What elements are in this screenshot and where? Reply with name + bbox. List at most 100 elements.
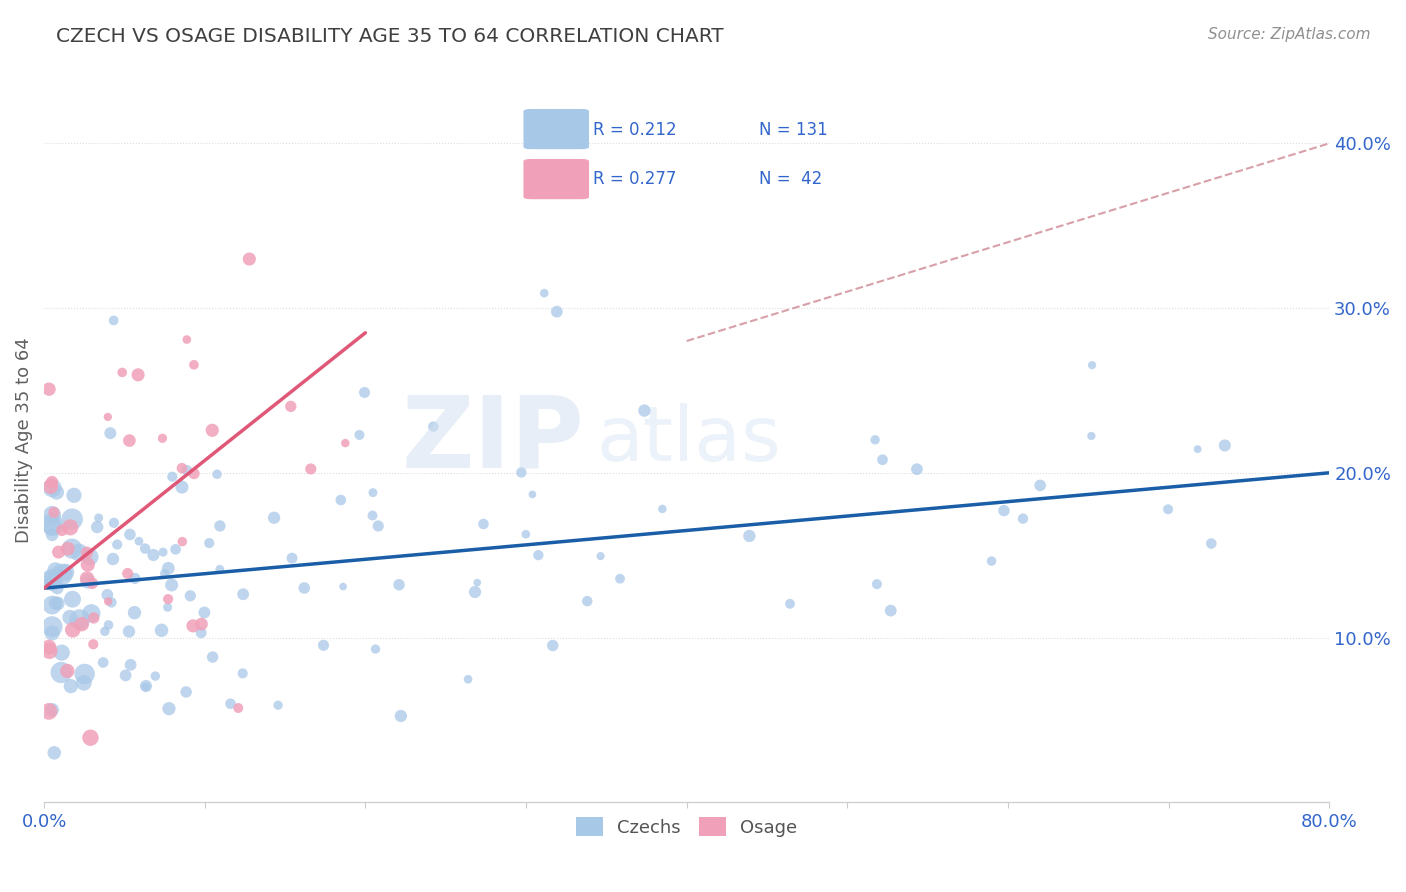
Point	[335, 436, 357, 450]
Point	[143, 669, 166, 683]
Point	[238, 252, 260, 266]
Point	[94, 624, 117, 639]
Point	[208, 519, 231, 533]
Point	[232, 587, 254, 601]
Point	[176, 463, 198, 477]
Point	[134, 541, 156, 556]
Point	[41, 575, 63, 590]
Point	[1081, 358, 1104, 372]
Point	[738, 529, 761, 543]
Point	[267, 698, 290, 713]
Point	[205, 467, 228, 482]
Point	[181, 619, 204, 633]
Point	[56, 541, 79, 556]
Point	[76, 574, 98, 589]
Point	[226, 701, 249, 715]
Point	[103, 516, 125, 530]
Point	[79, 549, 101, 564]
Point	[872, 452, 894, 467]
Point	[51, 646, 73, 660]
Point	[59, 679, 82, 693]
Point	[118, 527, 141, 541]
Text: atlas: atlas	[596, 403, 782, 477]
Point	[120, 657, 142, 672]
Point	[993, 503, 1015, 517]
Point	[55, 566, 77, 580]
Point	[82, 576, 104, 591]
Point	[114, 668, 136, 682]
Point	[183, 467, 205, 481]
Point	[546, 304, 568, 318]
Point	[651, 502, 673, 516]
Point	[97, 618, 120, 632]
Point	[176, 333, 198, 347]
Point	[100, 595, 122, 609]
Point	[46, 596, 69, 610]
Point	[349, 428, 371, 442]
Point	[201, 650, 224, 665]
Y-axis label: Disability Age 35 to 64: Disability Age 35 to 64	[15, 337, 32, 542]
Point	[980, 554, 1002, 568]
Point	[41, 516, 63, 531]
Point	[329, 493, 352, 508]
Point	[41, 572, 63, 586]
Point	[779, 597, 801, 611]
Point	[633, 403, 655, 417]
Point	[465, 575, 488, 590]
Point	[98, 426, 121, 441]
Point	[38, 644, 60, 658]
Point	[201, 423, 224, 437]
Point	[232, 666, 254, 681]
Point	[165, 542, 187, 557]
Point	[127, 368, 149, 382]
Point	[51, 567, 73, 582]
Point	[541, 639, 564, 653]
Point	[863, 433, 886, 447]
Point	[101, 552, 124, 566]
Point	[44, 746, 66, 760]
Point	[56, 664, 79, 678]
Point	[533, 286, 555, 301]
Point	[153, 566, 176, 581]
Point	[45, 485, 67, 500]
Point	[69, 612, 91, 626]
Point	[152, 431, 174, 445]
Point	[117, 566, 139, 581]
Point	[42, 505, 65, 519]
Point	[118, 434, 141, 448]
Point	[389, 709, 412, 723]
Point	[63, 488, 86, 502]
Point	[150, 624, 173, 638]
Point	[183, 358, 205, 372]
Text: ZIP: ZIP	[401, 392, 583, 488]
Point	[41, 598, 63, 612]
Point	[364, 642, 387, 657]
Point	[41, 703, 63, 717]
Point	[97, 594, 120, 608]
Point	[86, 520, 108, 534]
Point	[457, 673, 479, 687]
Point	[281, 551, 304, 566]
Point	[105, 537, 128, 551]
Point	[162, 469, 184, 483]
Point	[332, 580, 354, 594]
Point	[96, 588, 118, 602]
Point	[510, 466, 533, 480]
Point	[79, 731, 101, 745]
Point	[41, 481, 63, 495]
Point	[170, 480, 193, 494]
Point	[46, 581, 69, 595]
Point	[39, 479, 62, 493]
Point	[156, 600, 179, 615]
Point	[1201, 536, 1223, 550]
Point	[62, 623, 84, 637]
Point	[41, 475, 63, 489]
Point	[515, 527, 537, 541]
Point	[576, 594, 599, 608]
Point	[44, 563, 66, 577]
Point	[527, 548, 550, 562]
Point	[160, 578, 183, 592]
Point	[76, 546, 98, 560]
Point	[179, 589, 201, 603]
Point	[87, 511, 110, 525]
